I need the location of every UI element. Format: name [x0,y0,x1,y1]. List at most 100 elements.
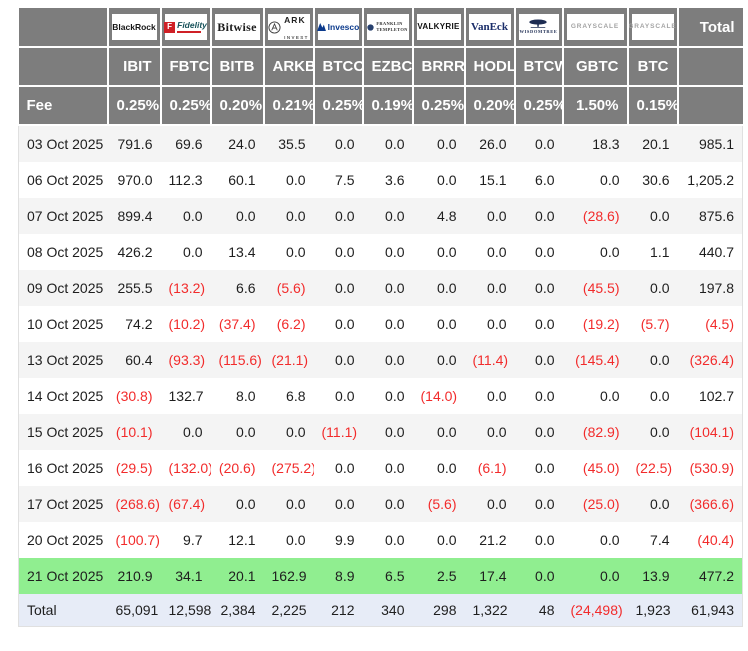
flow-cell: 8.9 [335,568,355,584]
valkyrie-logo-text: VALKYRIE [417,22,460,31]
flow-cell: 6.0 [535,172,555,188]
negative-value: (326.4) [689,352,734,368]
provider-header-BTCW: WISDOMTREE [514,8,564,48]
flow-cell: 0.0 [535,316,555,332]
flow-cell: 162.9 [271,568,307,584]
flow-cell: 255.5 [117,280,153,296]
column-total-cell: (24,498) [562,594,628,627]
flow-cell: 0.0 [487,496,507,512]
ticker-GBTC: GBTC [562,47,629,87]
fee-IBIT: 0.25% [107,86,162,126]
fee-BTCW: 0.25% [514,86,564,126]
column-total-cell: 12,598 [160,594,211,627]
flow-cell: 12.1 [228,532,256,548]
flow-cell: 0.0 [385,136,405,152]
flow-cell: 0.0 [650,496,670,512]
flow-cell: 0.0 [286,172,306,188]
negative-value: (132.0) [168,460,211,476]
flow-cell: 7.5 [335,172,355,188]
flow-row-13-oct-2025: 13 Oct 2025 60.4 (93.3) (115.6) (21.1) 0.0 0.0… [18,342,743,378]
flow-cell: 0.0 [487,244,507,260]
invesco-logo-text: Invesco [316,23,359,32]
vaneck-logo: VanEck [468,14,511,40]
ticker-FBTC: FBTC [160,47,212,87]
flow-cell: 0.0 [286,496,306,512]
grayscale-logo-text: GRAYSCALE [570,22,620,30]
provider-header-GBTC: GRAYSCALE [562,8,629,48]
flow-cell: 69.6 [175,136,203,152]
row-total-cell: (326.4) [677,342,743,378]
flow-cell: 9.9 [335,532,355,548]
date-cell: 09 Oct 2025 [18,270,108,306]
negative-value: (37.4) [218,316,256,332]
fidelity-f-icon: F [164,21,176,33]
wisdomtree-logo-text: WISDOMTREE [519,19,557,35]
date-cell: 17 Oct 2025 [18,486,108,522]
row-total-cell: 1,205.2 [677,162,743,198]
flow-row-09-oct-2025: 09 Oct 2025 255.5 (13.2) 6.6 (5.6) 0.0 0.0 0.0 0… [18,270,743,306]
negative-value: (29.5) [115,460,153,476]
franklin-templeton-logo-text: FRANKLIN TEMPLETON [367,21,407,33]
fee-FBTC: 0.25% [160,86,212,126]
flow-cell: 0.0 [437,532,457,548]
fidelity-logo-text: F Fidelity [164,21,207,33]
negative-value: (67.4) [168,496,206,512]
flow-cell: 0.0 [236,424,256,440]
flow-cell: 0.0 [487,208,507,224]
flow-cell: 0.0 [535,352,555,368]
flow-cell: 0.0 [437,460,457,476]
provider-header-BITB: Bitwise [210,8,265,48]
ticker-EZBC: EZBC [362,47,414,87]
flow-cell: 0.0 [600,172,620,188]
date-cell: 20 Oct 2025 [18,522,108,558]
flow-cell: 20.1 [228,568,256,584]
flow-cell: 0.0 [535,532,555,548]
negative-value: (11.1) [321,424,358,440]
ticker-BTCO: BTCO [313,47,364,87]
flow-cell: (11.4) [465,342,515,378]
flow-cell: 26.0 [479,136,507,152]
flow-cell: 6.8 [286,388,306,404]
flow-cell: 20.1 [642,136,670,152]
flow-row-20-oct-2025: 20 Oct 2025 (100.7) 9.7 12.1 0.0 9.9 0.0 0.0 21.… [18,522,743,558]
etf-flow-table-container: BlackRock F Fidelity Bitwise ARK INVEST Invesc… [18,8,743,627]
flow-cell: 0.0 [385,208,405,224]
provider-header-EZBC: FRANKLIN TEMPLETON [362,8,414,48]
negative-value: (10.1) [115,424,153,440]
flow-cell: 0.0 [335,496,355,512]
flow-cell: 0.0 [183,244,203,260]
flow-cell: 0.0 [335,388,355,404]
flow-cell: 0.0 [286,424,306,440]
ticker-BTCW: BTCW [514,47,564,87]
flow-cell: 0.0 [650,352,670,368]
flow-cell: 0.0 [236,496,256,512]
date-cell: 21 Oct 2025 [18,558,108,594]
fee-EZBC: 0.19% [362,86,414,126]
flow-cell: 0.0 [600,568,620,584]
flow-cell: 0.0 [437,424,457,440]
negative-value: (5.6) [427,496,457,512]
table-head: BlackRock F Fidelity Bitwise ARK INVEST Invesc… [18,8,743,126]
flow-cell: (37.4) [211,306,264,342]
flow-cell: 6.5 [385,568,405,584]
flow-cell: (22.5) [628,450,678,486]
fee-row-total-blank [677,86,743,126]
flow-cell: 132.7 [168,388,204,404]
row-total-cell: (40.4) [677,522,743,558]
ark-invest-logo-text: ARK INVEST [268,11,309,43]
flow-cell: (11.1) [314,414,363,450]
flow-cell: 17.4 [479,568,507,584]
flow-row-06-oct-2025: 06 Oct 2025 970.0 112.3 60.1 0.0 7.5 3.6 0.0 15.… [18,162,743,198]
negative-value: (28.6) [582,208,620,224]
negative-value: (104.1) [689,424,734,440]
row-total-cell: 875.6 [677,198,743,234]
negative-value: (45.0) [582,460,620,476]
negative-value: (145.4) [575,352,620,368]
flow-cell: 0.0 [600,532,620,548]
negative-value: (6.2) [276,316,306,332]
flow-cell: (268.6) [108,486,161,522]
negative-value: (6.1) [477,460,507,476]
flow-cell: 0.0 [385,532,405,548]
column-total-cell: 65,091 [107,594,161,627]
date-cell: 08 Oct 2025 [18,234,108,270]
